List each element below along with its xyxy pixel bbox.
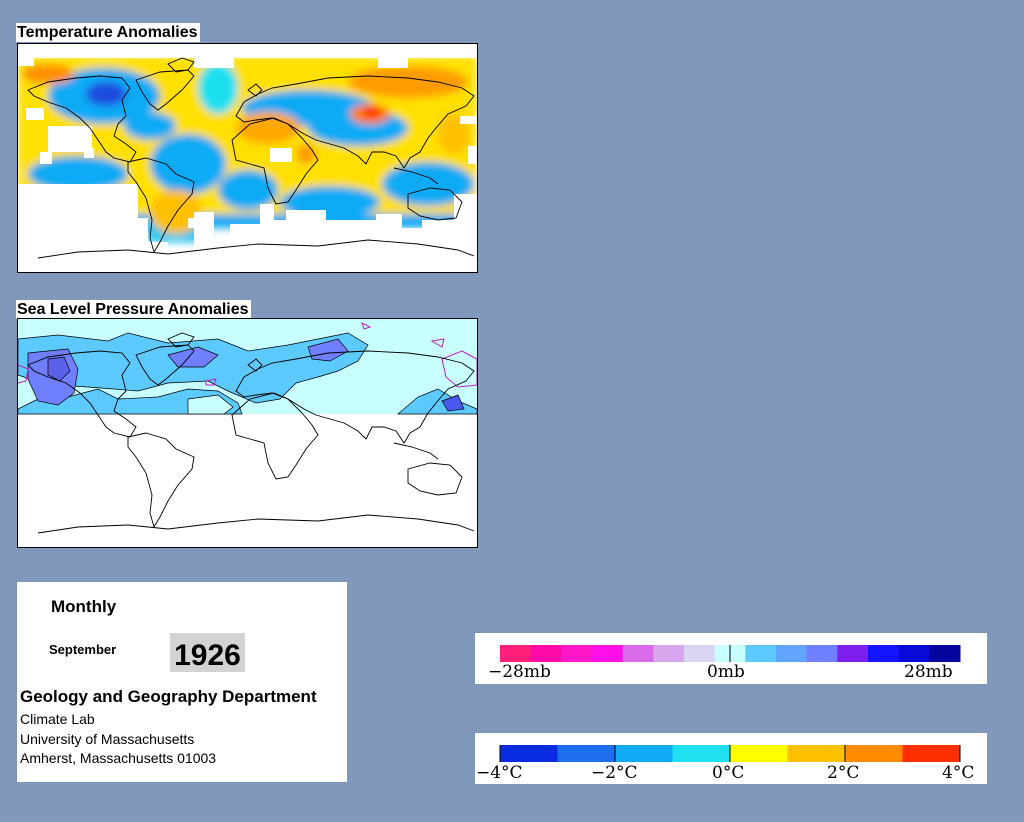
temperature-anomaly-map <box>17 43 478 273</box>
legend-swatch <box>845 745 903 762</box>
temp-label-plus2: 2°C <box>827 763 859 783</box>
year-display[interactable]: 1926 <box>170 633 245 672</box>
pressure-legend: −28mb 0mb 28mb <box>475 633 987 684</box>
month-label[interactable]: September <box>49 642 117 657</box>
legend-swatch <box>530 645 562 662</box>
legend-swatch <box>592 645 624 662</box>
legend-swatch <box>561 645 593 662</box>
pressure-label-min: −28mb <box>488 662 551 682</box>
legend-swatch <box>868 645 900 662</box>
legend-swatch <box>615 745 673 762</box>
temperature-map-title: Temperature Anomalies <box>16 23 200 42</box>
pressure-anomaly-map <box>17 318 478 548</box>
pressure-map-title: Sea Level Pressure Anomalies <box>16 300 251 319</box>
legend-swatch <box>684 645 716 662</box>
temp-label-minus4: −4°C <box>476 763 523 783</box>
legend-swatch <box>898 645 930 662</box>
university-name: University of Massachusetts <box>20 731 195 747</box>
legend-swatch <box>622 645 654 662</box>
legend-swatch <box>806 645 838 662</box>
temp-label-minus2: −2°C <box>591 763 638 783</box>
pressure-label-zero: 0mb <box>707 662 745 682</box>
legend-swatch <box>500 745 558 762</box>
address-line: Amherst, Massachusetts 01003 <box>20 750 217 766</box>
temperature-legend: −4°C −2°C 0°C 2°C 4°C <box>475 733 987 784</box>
legend-swatch <box>902 745 961 762</box>
legend-swatch <box>787 745 846 762</box>
temp-label-zero: 0°C <box>712 763 744 783</box>
temp-label-plus4: 4°C <box>942 763 974 783</box>
legend-swatch <box>837 645 869 662</box>
legend-swatch <box>500 645 532 662</box>
period-label: Monthly <box>51 597 117 616</box>
legend-swatch <box>745 645 777 662</box>
department-name: Geology and Geography Department <box>20 687 317 706</box>
temperature-color-scale <box>499 745 961 762</box>
legend-swatch <box>776 645 808 662</box>
info-panel: Monthly September 1926 Geology and Geogr… <box>17 582 347 782</box>
pressure-color-scale <box>500 645 961 662</box>
pressure-label-max: 28mb <box>904 662 953 682</box>
legend-swatch <box>672 745 731 762</box>
lab-name: Climate Lab <box>20 711 95 727</box>
legend-swatch <box>929 645 961 662</box>
legend-swatch <box>557 745 616 762</box>
legend-swatch <box>730 745 788 762</box>
legend-swatch <box>653 645 685 662</box>
